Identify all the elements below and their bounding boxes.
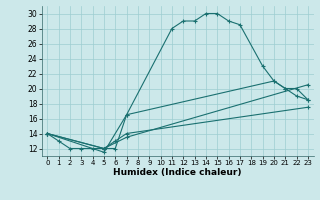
X-axis label: Humidex (Indice chaleur): Humidex (Indice chaleur) [113, 168, 242, 177]
